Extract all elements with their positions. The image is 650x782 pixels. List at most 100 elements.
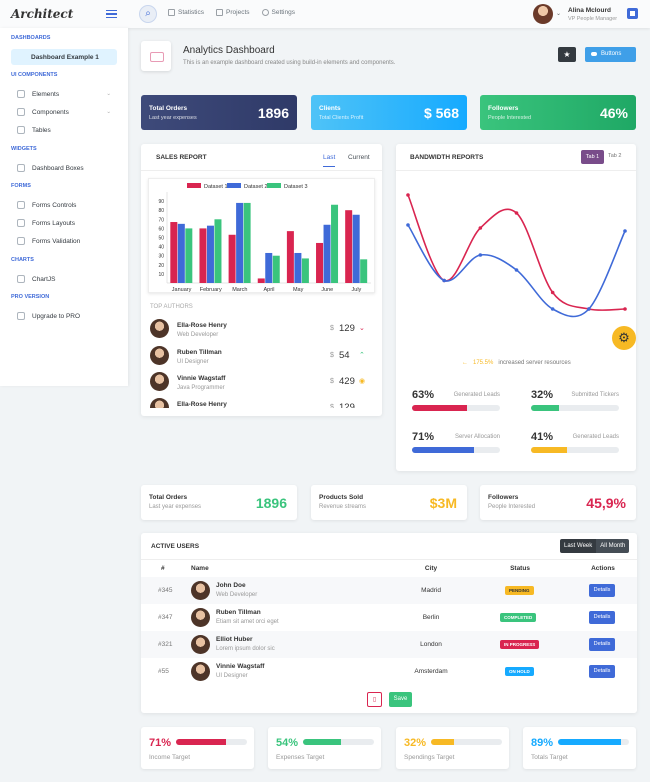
sidebar-heading-pro-version: Pro Version	[11, 294, 50, 300]
stat-title: Products Sold	[319, 494, 364, 501]
author-role: Web Developer	[177, 332, 219, 338]
nav-settings-label: Settings	[271, 9, 296, 16]
arrow-down-icon: ⌄	[359, 325, 365, 332]
tab-1[interactable]: Tab 1	[581, 150, 604, 164]
buttons-dropdown[interactable]: Buttons	[585, 47, 636, 62]
bandwidth-card: Bandwidth Reports Tab 1 Tab 2 ← 175.5% i…	[396, 144, 636, 471]
avatar	[191, 635, 210, 654]
line-point	[406, 223, 410, 227]
statistics-icon	[168, 9, 175, 16]
target-bar	[303, 739, 374, 745]
nav-statistics[interactable]: Statistics	[168, 9, 204, 16]
row-role: UI Designer	[216, 673, 248, 679]
sidebar-item-dashboard-boxes[interactable]: Dashboard Boxes	[11, 160, 117, 176]
tab-last[interactable]: Last	[323, 154, 336, 167]
details-button[interactable]: Details	[589, 611, 615, 624]
row-name: Elliot Huber	[216, 636, 253, 643]
progress-label: Submitted Tickers	[571, 392, 619, 398]
user-name: Alina Mclourd	[568, 7, 611, 14]
delete-button[interactable]: ▯	[367, 692, 382, 707]
row-role: Lorem ipsum dolor sic	[216, 646, 275, 652]
col-actions: Actions	[591, 565, 615, 572]
gear-icon[interactable]: ⚙	[612, 326, 636, 350]
star-button[interactable]: ★	[558, 47, 576, 62]
col-id: #	[161, 565, 165, 572]
sidebar-item-forms-layouts[interactable]: Forms Layouts	[11, 215, 117, 231]
target-label: Spendings Target	[404, 754, 455, 761]
details-button[interactable]: Details	[589, 638, 615, 651]
target-card: 89% Totals Target	[523, 727, 636, 769]
nav-settings[interactable]: Settings	[261, 9, 296, 16]
details-button[interactable]: Details	[589, 665, 615, 678]
row-id: #321	[158, 641, 173, 648]
progress-fill	[531, 447, 568, 453]
bandwidth-increase: ← 175.5% increased server resources	[462, 360, 571, 366]
dot-icon: ◉	[359, 378, 366, 385]
sidebar: Dashboards Dashboard Example 1 UI Compon…	[0, 28, 128, 386]
save-button[interactable]: Save	[389, 692, 412, 707]
line-point	[550, 290, 555, 295]
details-button[interactable]: Details	[589, 584, 615, 597]
x-tick-label: June	[321, 287, 333, 293]
nav-statistics-label: Statistics	[178, 9, 205, 16]
stat-title: Followers	[488, 494, 519, 501]
sidebar-item-forms-validation[interactable]: Forms Validation	[11, 233, 117, 249]
line-point	[514, 211, 519, 215]
author-row: Ruben Tillman UI Designer $54 ⌃	[150, 346, 370, 368]
stat-title: Clients	[319, 105, 341, 112]
user-avatar[interactable]	[533, 4, 553, 24]
progress-fill	[531, 405, 560, 411]
row-name: Ruben Tillman	[216, 609, 261, 616]
author-value: 129	[339, 323, 355, 334]
tab-current[interactable]: Current	[348, 154, 370, 161]
bar	[177, 223, 185, 283]
search-icon[interactable]: ⌕	[139, 5, 157, 23]
period-toggle: Last Week All Month	[560, 539, 630, 553]
sidebar-item-upgrade-pro[interactable]: Upgrade to PRO	[11, 308, 117, 324]
sidebar-item-forms-controls[interactable]: Forms Controls	[11, 197, 117, 213]
stat-subtitle: People Interested	[488, 115, 532, 121]
y-tick-label: 30	[158, 254, 164, 260]
bandwidth-line-chart	[406, 193, 627, 318]
hamburger-menu-icon[interactable]	[106, 10, 117, 19]
table-row: #347 Ruben Tillman Etiam sit amet orci ege…	[141, 604, 637, 631]
stat-value: 1896	[255, 495, 287, 511]
active-users-card: Active Users Last Week All Month	[141, 533, 637, 713]
settings-icon	[261, 9, 269, 16]
sidebar-heading-dashboards: Dashboards	[11, 35, 51, 41]
toggle-last-week[interactable]: Last Week	[560, 539, 597, 553]
bar	[331, 204, 339, 283]
x-tick-label: April	[263, 287, 274, 293]
chevron-down-icon[interactable]: ⌄	[556, 11, 562, 17]
sidebar-item-dashboard-example-1[interactable]: Dashboard Example 1	[11, 49, 117, 65]
sidebar-item-components[interactable]: Components ⌄	[11, 104, 117, 120]
line-point	[478, 253, 483, 257]
target-fill	[431, 739, 454, 745]
line-point	[623, 307, 627, 311]
legend-swatch	[187, 183, 201, 188]
sidebar-item-label: Forms Validation	[32, 237, 81, 245]
toggle-all-month[interactable]: All Month	[596, 539, 630, 553]
sidebar-item-label: Forms Layouts	[32, 219, 75, 227]
sidebar-item-chartjs[interactable]: ChartJS	[11, 271, 117, 287]
stat-subtitle: People Interested	[488, 504, 536, 510]
sidebar-item-label: ChartJS	[32, 275, 56, 283]
nav-projects[interactable]: Projects	[216, 9, 250, 16]
author-name: Ruben Tillman	[177, 349, 222, 356]
sidebar-item-label: Tables	[32, 126, 51, 134]
user-action-button[interactable]	[627, 8, 638, 19]
arrow-left-icon: ←	[462, 360, 468, 366]
row-id: #345	[158, 587, 173, 594]
author-row: Ella-Rose Henry $129	[150, 398, 370, 408]
sales-bar-chart-panel: Dataset 1 Dataset 2 Dataset 3 10 20 30 40 50 60 7…	[148, 178, 375, 293]
stat-tile: Followers People Interested 46%	[480, 95, 636, 130]
tab-2[interactable]: Tab 2	[608, 153, 622, 159]
sidebar-item-elements[interactable]: Elements ⌄	[11, 86, 117, 102]
app-logo[interactable]: Architect	[11, 7, 74, 21]
sidebar-item-tables[interactable]: Tables	[11, 122, 117, 138]
x-tick-label: January	[172, 287, 192, 293]
target-percent: 71%	[149, 737, 172, 749]
y-tick-label: 20	[158, 263, 164, 269]
progress-fill	[412, 405, 468, 411]
bar	[272, 255, 280, 283]
